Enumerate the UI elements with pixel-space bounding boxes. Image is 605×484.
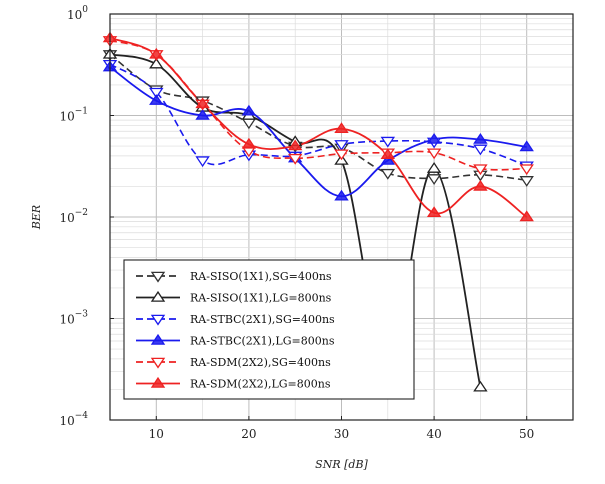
legend-label: RA-SISO(1X1),SG=400ns [190,270,332,283]
data-point [287,153,303,165]
series-line-3 [109,63,527,167]
legend-swatch-marker [150,271,166,283]
legend-swatch-marker [150,333,166,345]
series-line-1 [109,53,527,182]
y-tick-label: 10−1 [59,107,88,124]
axis-ticks: 10 20 30 40 50 100 10−1 10−2 10−3 10−4 [59,5,534,441]
data-point [334,122,349,134]
data-point [149,47,164,59]
x-tick-label: 20 [241,427,256,441]
data-point [241,104,257,116]
data-point [380,153,396,165]
series-line-4 [109,66,527,198]
data-point [241,118,257,130]
x-axis-label: SNR [dB] [315,458,368,471]
data-point [149,94,164,105]
data-point [241,137,257,149]
legend: RA-SISO(1X1),SG=400ns RA-SISO(1X1),LG=800… [123,259,415,400]
y-tick-label: 10−4 [59,411,88,428]
legend-swatch-marker [150,290,166,302]
data-point [473,132,488,144]
data-point [426,148,442,160]
data-point [473,164,488,176]
data-point [519,176,534,187]
legend-box [123,259,415,400]
legend-swatch-marker [150,376,166,388]
legend-label: RA-STBC(2X1),SG=400ns [190,313,335,326]
legend-label: RA-SDM(2X2),SG=400ns [190,356,331,369]
data-point [195,97,210,109]
data-point [380,136,396,148]
legend-label: RA-SDM(2X2),LG=800ns [190,378,331,391]
legend-label: RA-SISO(1X1),LG=800ns [190,292,332,305]
x-tick-label: 50 [519,427,534,441]
data-point [426,162,442,173]
data-point [426,174,442,185]
data-point [473,179,488,191]
data-point [519,210,534,222]
data-point [334,149,349,161]
data-point [149,57,164,69]
y-axis-label: BER [30,205,43,230]
data-point [195,156,210,168]
data-point [149,87,164,99]
data-point [519,140,534,152]
y-tick-label: 100 [67,5,88,22]
data-point [473,144,488,156]
legend-swatch-marker [150,357,166,369]
legend-swatch-marker [150,314,166,326]
x-tick-label: 30 [334,427,349,441]
y-tick-label: 10−2 [59,208,88,225]
data-point [426,206,442,218]
data-point [519,164,534,176]
data-point [380,148,396,160]
data-point [380,168,396,180]
legend-label: RA-STBC(2X1),LG=800ns [190,335,335,348]
series-line-6 [109,37,528,218]
data-point [473,380,488,392]
data-point [334,189,349,201]
data-point [195,108,210,120]
y-tick-label: 10−3 [59,310,88,327]
data-point [334,140,349,151]
data-point [426,132,442,144]
data-point [287,139,303,151]
x-tick-label: 10 [149,427,164,441]
x-tick-label: 40 [426,427,441,441]
